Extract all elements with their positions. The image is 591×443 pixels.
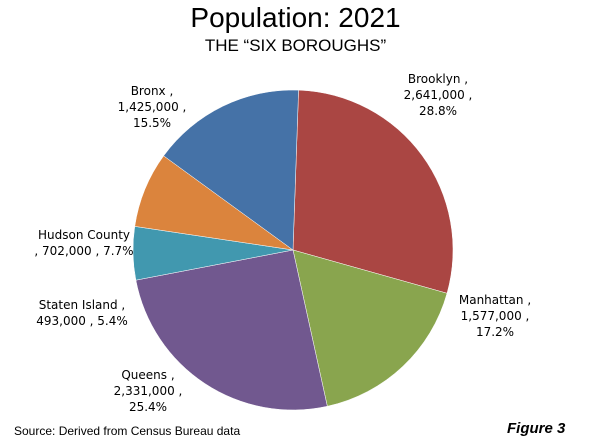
pie-slice-manhattan (292, 249, 448, 407)
pie-slice-bronx (163, 89, 299, 251)
chart-title: Population: 2021 (190, 2, 401, 33)
slice-label-staten-island: Staten Island , 493,000 , 5.4% (36, 298, 128, 328)
chart-subtitle: THE “SIX BOROUGHS” (204, 36, 387, 55)
figure-label: Figure 3 (507, 420, 566, 437)
pie-slices (132, 89, 454, 411)
slice-label-manhattan: Manhattan , 1,577,000 , 17.2% (459, 293, 531, 339)
slice-label-queens: Queens , 2,331,000 , 25.4% (114, 368, 183, 414)
pie-slice-brooklyn (292, 89, 454, 294)
slice-labels: Brooklyn , 2,641,000 , 28.8% Manhattan , 1,5… (34, 72, 531, 414)
source-note: Source: Derived from Census Bureau data (14, 424, 241, 438)
slice-label-brooklyn: Brooklyn , 2,641,000 , 28.8% (404, 72, 473, 118)
pie-slice-queens (135, 249, 328, 411)
slice-label-bronx: Bronx , 1,425,000 , 15.5% (118, 84, 187, 130)
slice-label-hudson-county: Hudson County, 702,000 , 7.7% (34, 228, 133, 258)
